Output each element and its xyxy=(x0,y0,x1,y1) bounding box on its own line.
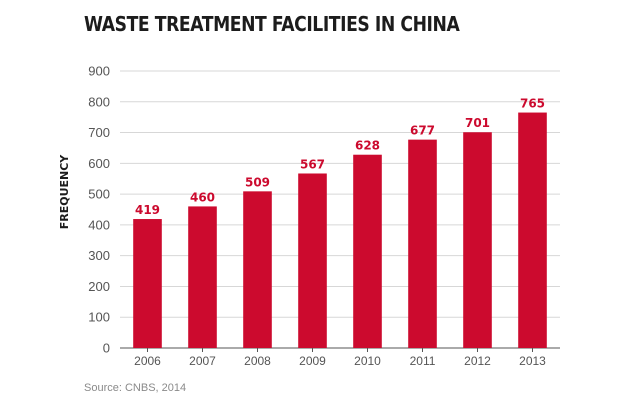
bar-2006 xyxy=(133,219,162,348)
x-tick-label-2013: 2013 xyxy=(519,354,546,368)
y-axis-title: FREQUENCY xyxy=(58,154,71,230)
x-tick-label-2008: 2008 xyxy=(244,354,271,368)
y-tick-label: 300 xyxy=(88,248,110,263)
y-tick-label: 400 xyxy=(88,217,110,232)
y-tick-label: 700 xyxy=(88,125,110,140)
data-label-2009: 567 xyxy=(300,157,325,171)
x-tick-label-2006: 2006 xyxy=(134,354,161,368)
y-tick-label: 600 xyxy=(88,156,110,171)
gridlines xyxy=(120,70,560,349)
bar-2013 xyxy=(518,112,547,348)
x-tick-label-2010: 2010 xyxy=(354,354,381,368)
data-label-2008: 509 xyxy=(245,175,270,189)
chart-title: WASTE TREATMENT FACILITIES IN CHINA xyxy=(84,12,460,36)
data-label-2012: 701 xyxy=(465,116,490,130)
bar-2010 xyxy=(353,154,382,348)
bars xyxy=(133,112,547,348)
data-label-2013: 765 xyxy=(520,97,545,111)
data-label-2006: 419 xyxy=(135,203,160,217)
data-label-2010: 628 xyxy=(355,139,380,153)
y-tick-label: 0 xyxy=(103,341,110,356)
y-tick-label: 900 xyxy=(88,64,110,79)
bar-2009 xyxy=(298,173,327,348)
y-tick-label: 500 xyxy=(88,187,110,202)
y-tick-label: 800 xyxy=(88,94,110,109)
y-tick-label: 200 xyxy=(88,279,110,294)
x-tick-label-2007: 2007 xyxy=(189,354,216,368)
y-axis-ticks: 0 100 200 300 400 500 600 700 800 900 xyxy=(88,64,110,356)
bar-2007 xyxy=(188,206,217,348)
x-tick-label-2012: 2012 xyxy=(464,354,491,368)
data-label-2007: 460 xyxy=(190,190,215,204)
x-tick-label-2009: 2009 xyxy=(299,354,326,368)
x-axis-ticks: 2006 2007 2008 2009 2010 2011 2012 2013 xyxy=(134,348,546,368)
bar-2012 xyxy=(463,132,492,348)
data-labels: 419 460 509 567 628 677 701 765 xyxy=(135,97,545,217)
y-tick-label: 100 xyxy=(88,310,110,325)
source-note: Source: CNBS, 2014 xyxy=(84,382,187,394)
x-tick-label-2011: 2011 xyxy=(410,354,436,368)
data-label-2011: 677 xyxy=(410,124,435,138)
bar-2008 xyxy=(243,191,272,348)
bar-2011 xyxy=(408,139,437,348)
